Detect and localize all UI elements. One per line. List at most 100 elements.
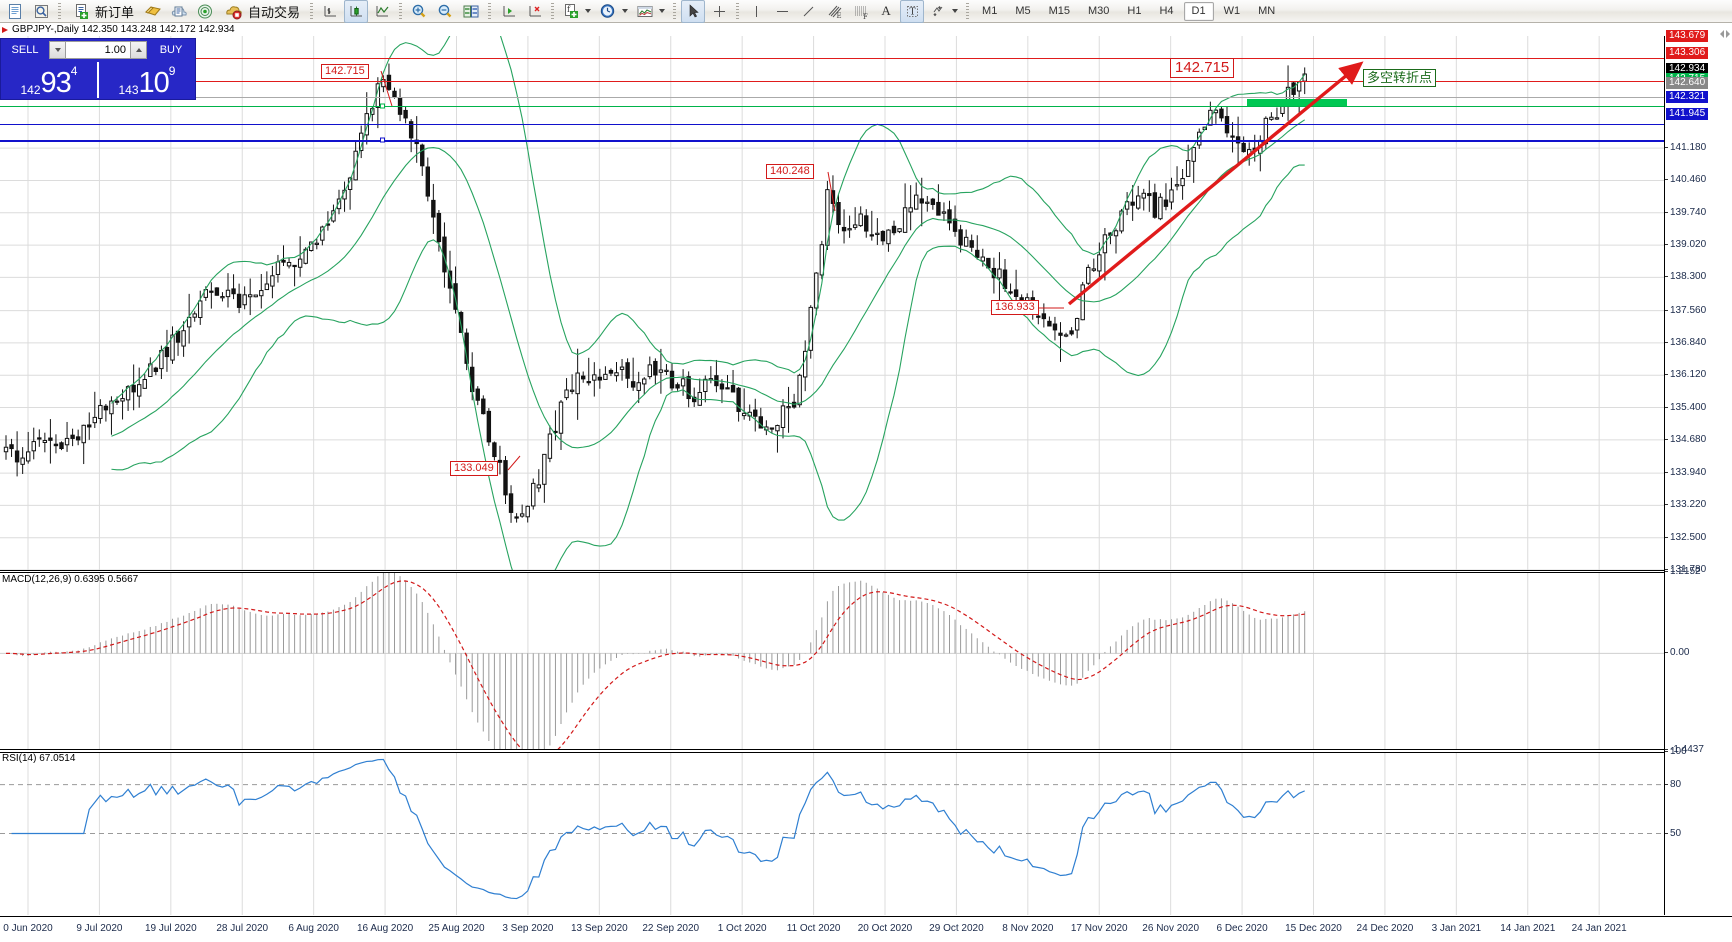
bar-chart-icon[interactable] <box>318 0 342 23</box>
green-marker-bar[interactable] <box>1247 99 1347 106</box>
shapes-icon[interactable] <box>926 0 950 23</box>
label-142715-left[interactable]: 142.715 <box>321 64 369 79</box>
new-chart-icon[interactable] <box>3 0 27 23</box>
price-tick: 139.020 <box>1665 240 1706 250</box>
macd-tick: -1.4437 <box>1665 745 1704 755</box>
buy-price[interactable]: 143 10 9 <box>99 61 195 99</box>
price-pane[interactable]: 142.715 142.715 140.248 136.933 133.049 … <box>0 36 1664 570</box>
buy-price-prefix: 143 <box>118 83 139 97</box>
vertical-line-icon[interactable] <box>744 0 768 23</box>
timeframe-mn[interactable]: MN <box>1258 4 1276 17</box>
label-cn-note[interactable]: 多空转折点 <box>1363 69 1437 87</box>
text-tool-label: A <box>881 3 891 18</box>
toolbar-separator-2 <box>310 2 314 20</box>
price-tick: 135.400 <box>1665 402 1706 413</box>
macd-rsi-separator-2 <box>0 752 1732 753</box>
horizontal-line-icon[interactable] <box>770 0 794 23</box>
candlestick-chart-icon[interactable] <box>344 0 369 23</box>
volume-input[interactable]: 1.00 <box>66 41 130 59</box>
chart-shift-icon[interactable] <box>522 0 546 23</box>
price-line-142715[interactable] <box>0 106 1664 107</box>
equidistant-channel-icon[interactable]: E <box>822 0 846 23</box>
text-label-icon[interactable]: T <box>900 0 925 23</box>
macd-rsi-separator <box>0 749 1732 750</box>
periods-dropdown-caret[interactable] <box>622 9 629 13</box>
crosshair-icon[interactable] <box>707 0 731 23</box>
buy-button[interactable]: BUY <box>159 44 183 56</box>
label-133049[interactable]: 133.049 <box>450 461 498 476</box>
line-chart-icon[interactable] <box>370 0 394 23</box>
price-tick: 131.780 <box>1665 565 1706 575</box>
scroll-handle-icon[interactable] <box>1720 26 1730 38</box>
price-macd-separator <box>0 570 1732 571</box>
zoom-in-icon[interactable] <box>407 0 431 23</box>
label-140248[interactable]: 140.248 <box>766 164 814 179</box>
sell-button[interactable]: SELL <box>11 44 39 56</box>
text-icon[interactable]: A <box>874 0 898 23</box>
timeframe-m30[interactable]: M30 <box>1088 4 1110 17</box>
main-toolbar: 新订单 <box>0 0 1732 23</box>
indicators-icon[interactable]: f <box>559 0 583 23</box>
rsi-pane[interactable] <box>0 752 1664 915</box>
fibonacci-icon[interactable]: F <box>848 0 872 23</box>
price-tag-142321[interactable]: 142.321 <box>1666 90 1709 103</box>
data-window-icon[interactable] <box>167 0 191 23</box>
toolbar-separator-7 <box>736 2 740 20</box>
autotrading-button[interactable]: 自动交易 <box>218 0 306 23</box>
price-axis[interactable]: 141.180 140.460 139.740 139.020 138.300 137.5… <box>1664 30 1732 915</box>
market-watch-icon[interactable] <box>29 0 53 23</box>
label-142715-right[interactable]: 142.715 <box>1170 58 1235 78</box>
timeframe-d1[interactable]: D1 <box>1183 1 1214 21</box>
sell-price[interactable]: 142 93 4 <box>1 61 97 99</box>
timeframe-group: M1 M5 M15 M30 H1 H4 D1 W1 MN <box>973 1 1284 21</box>
one-click-trading-panel[interactable]: SELL 1.00 BUY 142 93 4 143 10 9 <box>0 38 196 100</box>
price-chart-svg <box>0 36 1664 570</box>
expert-advisor-icon[interactable] <box>141 0 165 23</box>
timeframe-m1[interactable]: M1 <box>982 4 998 17</box>
price-line-141945[interactable] <box>0 140 1664 142</box>
sell-price-sup: 4 <box>70 64 78 78</box>
periods-icon[interactable] <box>596 0 620 23</box>
price-tag-143306[interactable]: 143.306 <box>1666 46 1709 59</box>
trendline-icon[interactable] <box>796 0 820 23</box>
line-handle-141945[interactable] <box>380 137 385 143</box>
timeframe-w1[interactable]: W1 <box>1223 4 1241 17</box>
price-tag-143679[interactable]: 143.679 <box>1666 30 1709 42</box>
line-handle-142715[interactable] <box>380 103 385 109</box>
templates-dropdown-caret[interactable] <box>659 9 666 13</box>
volume-increment-button[interactable] <box>130 41 147 59</box>
zoom-out-icon[interactable] <box>433 0 457 23</box>
time-tick: 16 Aug 2020 <box>356 923 414 934</box>
macd-pane[interactable] <box>0 572 1664 750</box>
indicators-dropdown-caret[interactable] <box>585 9 592 13</box>
chart-header-text: GBPJPY-,Daily 142.350 143.248 142.172 14… <box>12 24 235 35</box>
price-line-142321[interactable] <box>0 124 1664 125</box>
time-axis[interactable]: 0 Jun 2020 9 Jul 2020 19 Jul 2020 28 Jul 20… <box>0 916 1732 942</box>
volume-decrement-button[interactable] <box>49 41 66 59</box>
timeframe-h1[interactable]: H1 <box>1127 4 1142 17</box>
price-line-143679[interactable] <box>0 58 1664 59</box>
toolbar-separator-8 <box>966 2 970 20</box>
timeframe-m15[interactable]: M15 <box>1048 4 1070 17</box>
shapes-dropdown-caret[interactable] <box>952 9 959 13</box>
label-136933[interactable]: 136.933 <box>991 300 1039 315</box>
auto-scroll-icon[interactable] <box>496 0 520 23</box>
cursor-icon[interactable] <box>681 0 706 23</box>
timeframe-h4[interactable]: H4 <box>1159 4 1174 17</box>
navigator-icon[interactable] <box>193 0 217 23</box>
price-tag-142934[interactable]: 142.934 <box>1666 63 1709 76</box>
volume-stepper[interactable]: 1.00 <box>49 41 147 59</box>
price-tag-141945[interactable]: 141.945 <box>1666 107 1709 120</box>
tile-windows-icon[interactable] <box>459 0 483 23</box>
time-tick: 24 Jan 2021 <box>1571 923 1627 934</box>
price-line-143306[interactable] <box>0 81 1664 82</box>
time-tick: 8 Nov 2020 <box>1002 923 1054 934</box>
price-tick: 134.680 <box>1665 434 1706 445</box>
templates-icon[interactable] <box>633 0 657 23</box>
sell-price-prefix: 142 <box>20 83 41 97</box>
price-tag-142640[interactable]: 142.640 <box>1666 76 1709 89</box>
new-order-button[interactable]: 新订单 <box>65 0 140 23</box>
timeframe-m5[interactable]: M5 <box>1015 4 1031 17</box>
time-tick: 24 Dec 2020 <box>1356 923 1414 934</box>
